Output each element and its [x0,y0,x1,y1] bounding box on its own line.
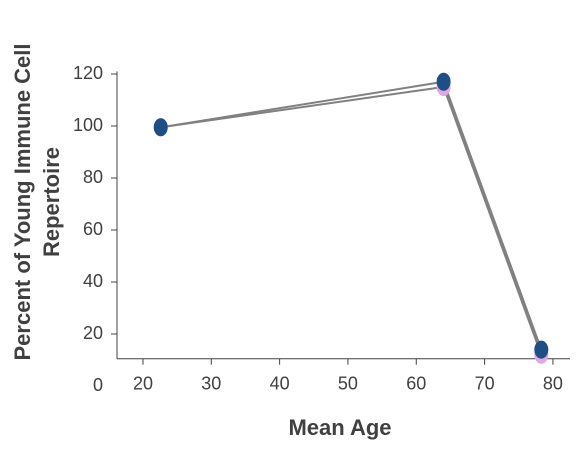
x-tick-label: 50 [338,373,358,393]
data-point [153,118,168,137]
y-axis-title: Repertoire [39,147,64,257]
y-tick-label: 80 [83,167,103,187]
series-line [160,80,543,350]
series-line [160,85,543,356]
y-tick-label: 120 [73,63,103,83]
y-tick-label: 40 [83,271,103,291]
x-tick-label: 40 [270,373,290,393]
y-tick-label: 100 [73,115,103,135]
y-tick-label: 20 [83,323,103,343]
y-tick-label: 0 [93,375,103,395]
data-point [436,72,451,91]
x-tick-label: 80 [543,373,563,393]
x-tick-label: 60 [406,373,426,393]
x-axis-title: Mean Age [288,415,391,440]
x-tick-label: 20 [133,373,153,393]
x-tick-label: 30 [201,373,221,393]
data-point [534,340,549,359]
y-tick-label: 60 [83,219,103,239]
x-tick-label: 70 [475,373,495,393]
y-axis-title: Percent of Young Immune Cell [10,43,35,360]
